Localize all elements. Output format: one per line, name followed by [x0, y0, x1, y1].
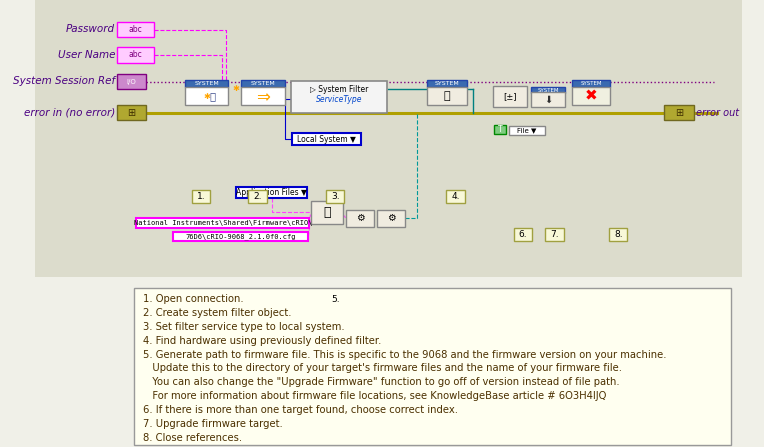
Text: ✱: ✱ [232, 84, 239, 93]
FancyBboxPatch shape [292, 133, 361, 145]
Text: abc: abc [129, 25, 143, 34]
Text: 3.: 3. [331, 192, 339, 201]
Text: 3. Set filter service type to local system.: 3. Set filter service type to local syst… [143, 322, 345, 332]
Text: 1. Open connection.: 1. Open connection. [143, 294, 244, 304]
Text: User Name: User Name [58, 50, 115, 59]
FancyBboxPatch shape [118, 22, 154, 37]
FancyBboxPatch shape [609, 228, 627, 241]
Text: ServiceType: ServiceType [316, 95, 362, 104]
Text: 8. Close references.: 8. Close references. [143, 433, 242, 443]
FancyBboxPatch shape [446, 190, 465, 203]
FancyBboxPatch shape [531, 92, 565, 107]
Text: You can also change the "Upgrade Firmware" function to go off of version instead: You can also change the "Upgrade Firmwar… [143, 377, 620, 387]
Text: ⊞: ⊞ [128, 108, 135, 118]
FancyBboxPatch shape [134, 288, 731, 445]
Text: SYSTEM: SYSTEM [537, 88, 559, 93]
Text: 1.: 1. [196, 192, 206, 201]
FancyBboxPatch shape [326, 293, 345, 306]
Text: System Session Ref: System Session Ref [13, 76, 115, 86]
Text: 4. Find hardware using previously defined filter.: 4. Find hardware using previously define… [143, 336, 381, 346]
Text: 5. Generate path to firmware file. This is specific to the 9068 and the firmware: 5. Generate path to firmware file. This … [143, 350, 666, 359]
Text: Update this to the directory of your target's firmware files and the name of you: Update this to the directory of your tar… [143, 363, 622, 373]
Text: I/O: I/O [127, 79, 137, 85]
Text: T: T [498, 125, 503, 134]
Text: 🖥: 🖥 [206, 91, 215, 101]
FancyBboxPatch shape [236, 187, 307, 198]
Text: ⇒: ⇒ [256, 88, 270, 106]
FancyBboxPatch shape [185, 87, 228, 105]
FancyBboxPatch shape [664, 105, 694, 120]
Text: For more information about firmware file locations, see KnowledgeBase article # : For more information about firmware file… [143, 391, 606, 401]
FancyBboxPatch shape [118, 105, 146, 120]
Text: National Instruments\Shared\Firmware\cRIO\: National Instruments\Shared\Firmware\cRI… [134, 220, 312, 226]
FancyBboxPatch shape [572, 80, 610, 87]
FancyBboxPatch shape [290, 81, 387, 113]
Text: 8.: 8. [614, 230, 623, 239]
Text: [±]: [±] [503, 92, 516, 101]
FancyBboxPatch shape [34, 0, 742, 277]
Text: Password: Password [66, 24, 115, 34]
FancyBboxPatch shape [118, 47, 154, 63]
FancyBboxPatch shape [346, 210, 374, 227]
Text: 4.: 4. [452, 192, 460, 201]
Text: 2.: 2. [253, 192, 262, 201]
FancyBboxPatch shape [545, 228, 564, 241]
Text: 76D6\cRIO-9068_2.1.0f0.cfg: 76D6\cRIO-9068_2.1.0f0.cfg [185, 233, 296, 240]
Text: 5.: 5. [331, 295, 339, 304]
Text: ⚙: ⚙ [356, 213, 364, 223]
Text: SYSTEM: SYSTEM [251, 81, 276, 86]
Text: Local System ▼: Local System ▼ [297, 135, 356, 143]
FancyBboxPatch shape [427, 87, 467, 105]
Text: 🔍: 🔍 [323, 206, 331, 219]
FancyBboxPatch shape [493, 86, 527, 107]
Text: abc: abc [129, 51, 143, 59]
FancyBboxPatch shape [173, 232, 309, 241]
Text: ✖: ✖ [585, 89, 597, 104]
FancyBboxPatch shape [137, 218, 309, 228]
Text: ⬇: ⬇ [544, 95, 552, 105]
FancyBboxPatch shape [310, 201, 343, 224]
FancyBboxPatch shape [427, 80, 467, 87]
FancyBboxPatch shape [513, 228, 532, 241]
Text: 7.: 7. [550, 230, 558, 239]
FancyBboxPatch shape [326, 190, 345, 203]
Text: 6. If there is more than one target found, choose correct index.: 6. If there is more than one target foun… [143, 405, 458, 415]
Text: ✱: ✱ [203, 92, 210, 101]
FancyBboxPatch shape [531, 87, 565, 93]
Text: SYSTEM: SYSTEM [194, 81, 219, 86]
Text: SYSTEM: SYSTEM [435, 81, 459, 86]
Text: error out: error out [696, 108, 739, 118]
FancyBboxPatch shape [509, 126, 545, 135]
FancyBboxPatch shape [241, 80, 285, 87]
Text: 2. Create system filter object.: 2. Create system filter object. [143, 308, 291, 318]
FancyBboxPatch shape [494, 125, 507, 134]
Text: ⊞: ⊞ [675, 108, 683, 118]
FancyBboxPatch shape [572, 87, 610, 105]
FancyBboxPatch shape [377, 210, 405, 227]
Text: ▷ System Filter: ▷ System Filter [309, 85, 368, 94]
FancyBboxPatch shape [185, 80, 228, 87]
Text: error in (no error): error in (no error) [24, 108, 115, 118]
FancyBboxPatch shape [118, 74, 146, 89]
Text: 🔍: 🔍 [444, 91, 450, 101]
Text: SYSTEM: SYSTEM [581, 81, 602, 86]
FancyBboxPatch shape [241, 87, 285, 105]
Text: 7. Upgrade firmware target.: 7. Upgrade firmware target. [143, 419, 283, 429]
Text: 6.: 6. [519, 230, 527, 239]
FancyBboxPatch shape [248, 190, 267, 203]
Text: Application Files ▼: Application Files ▼ [236, 188, 307, 197]
Text: File ▼: File ▼ [517, 127, 536, 134]
Text: ⚙: ⚙ [387, 213, 396, 223]
FancyBboxPatch shape [192, 190, 210, 203]
